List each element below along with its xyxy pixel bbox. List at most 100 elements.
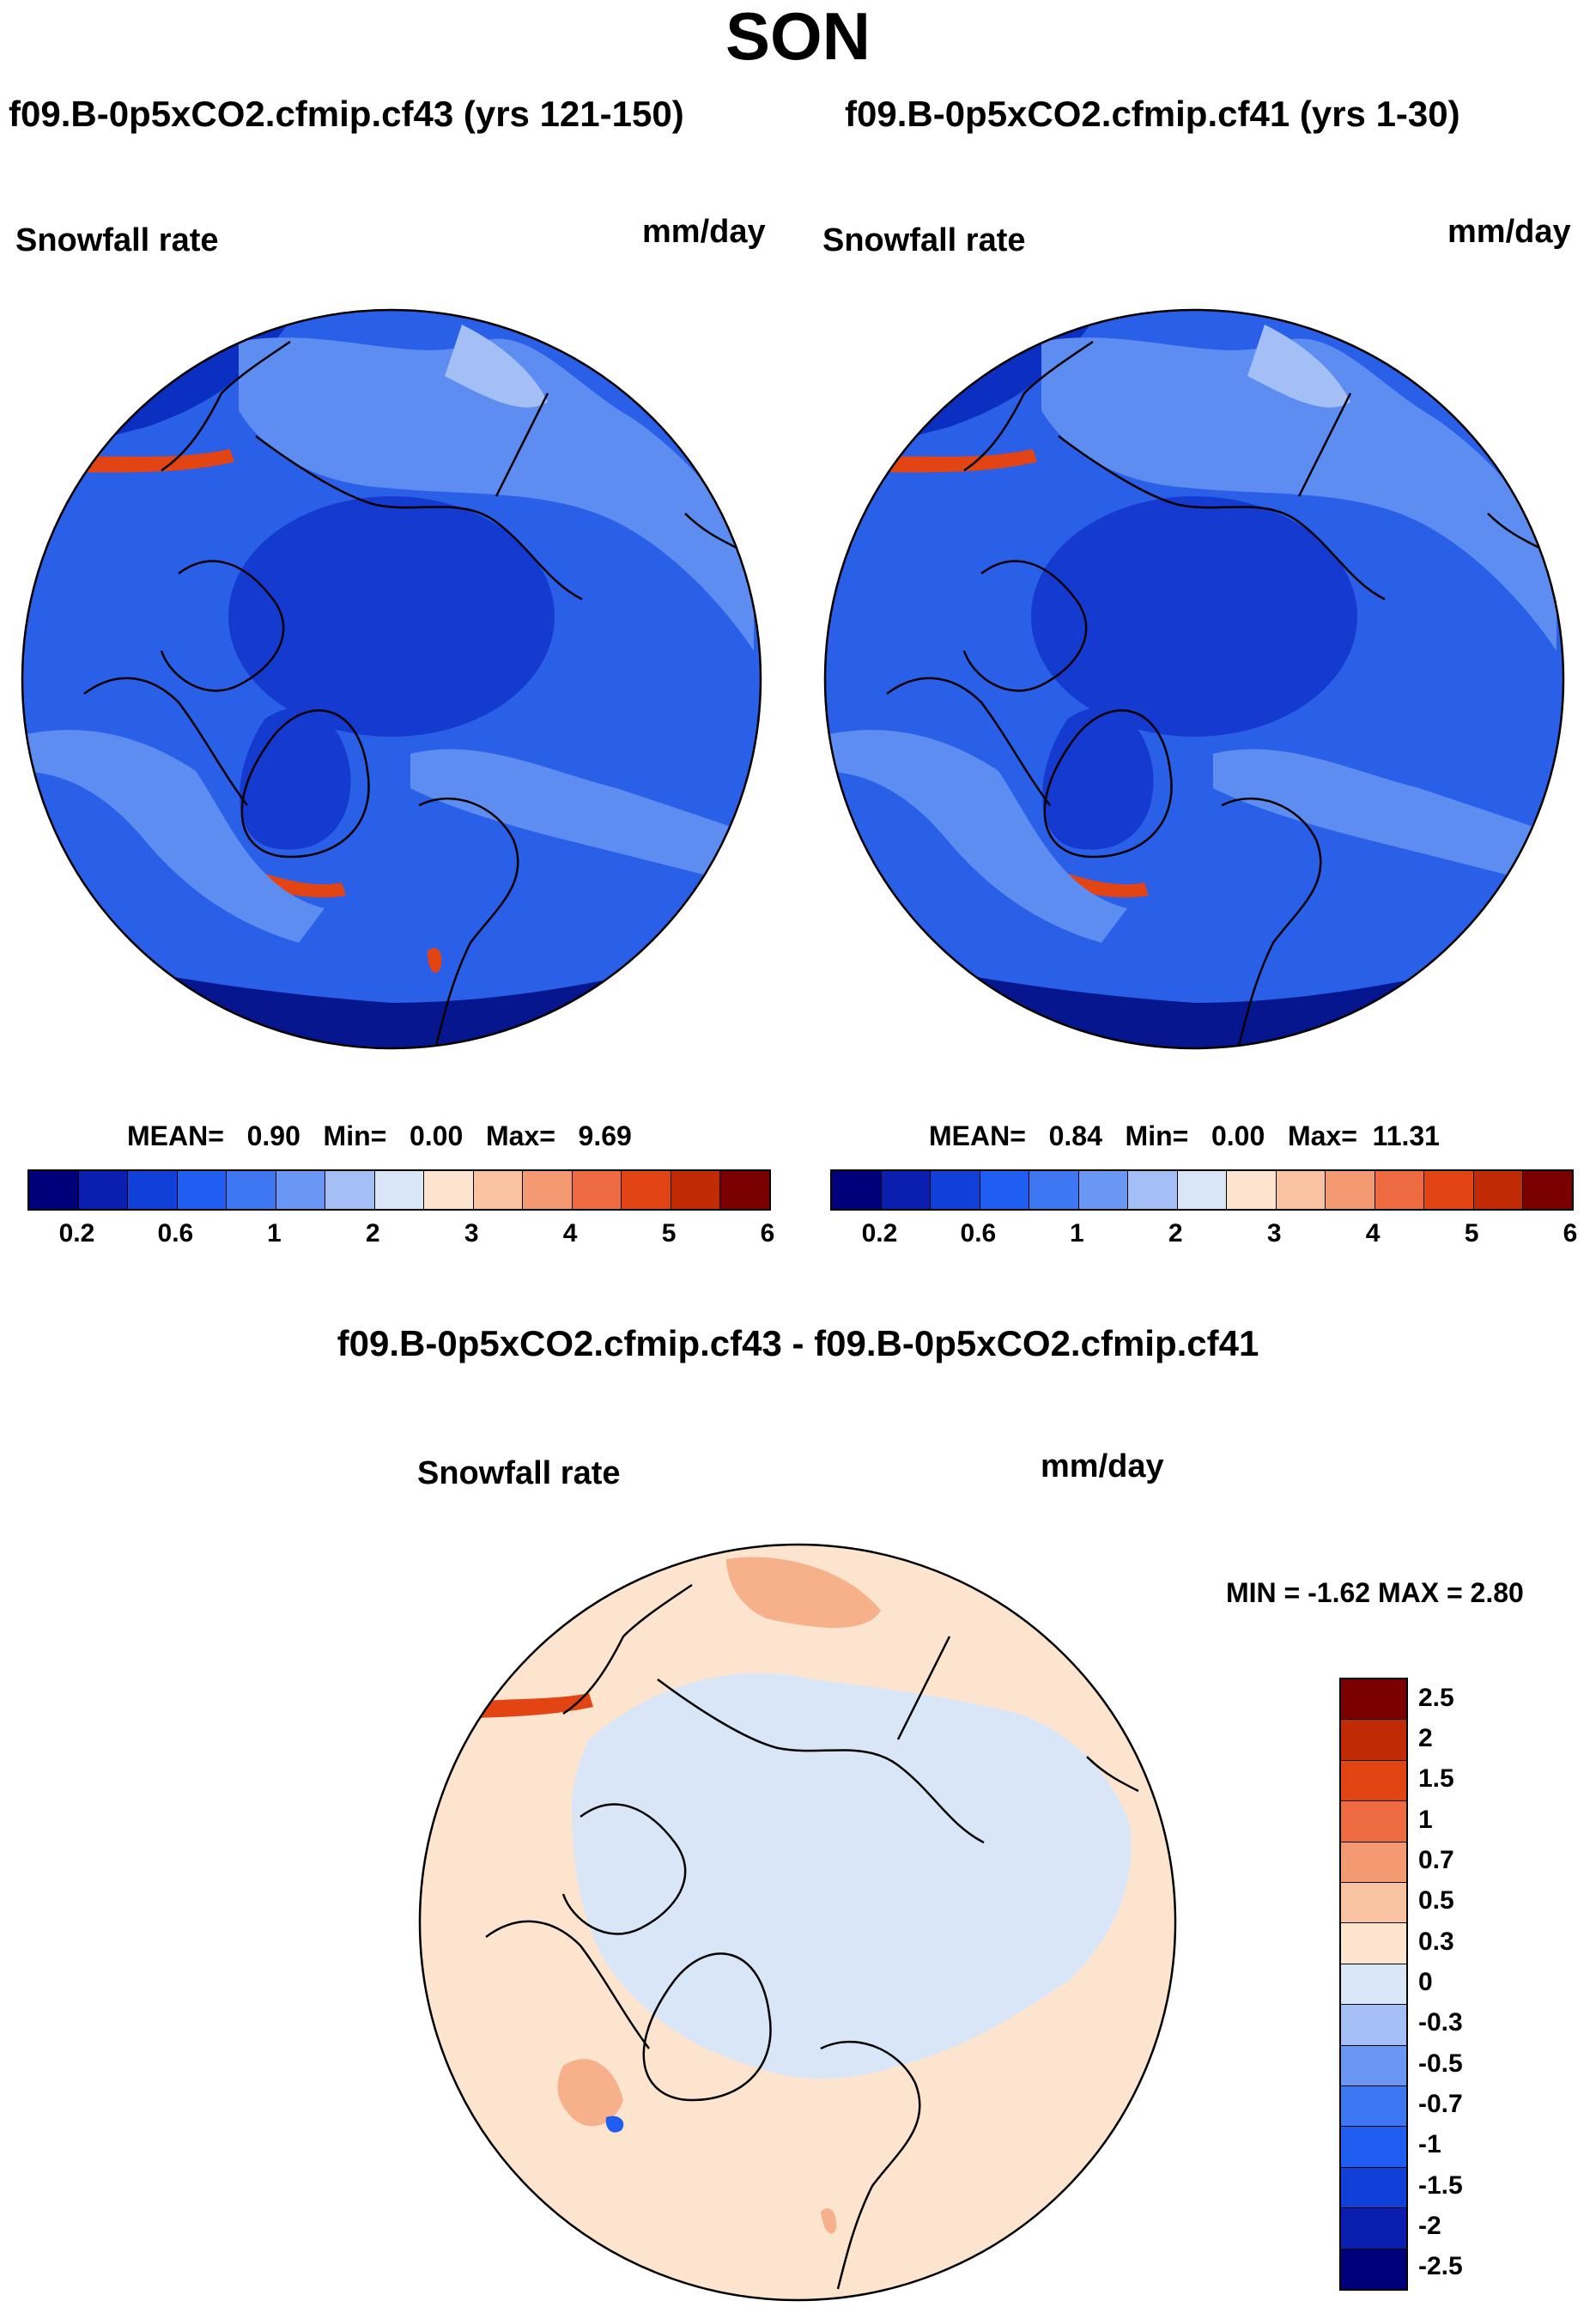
colorbar-tick-label: 0.5: [1418, 1886, 1454, 1915]
colorbar-swatch: [1341, 2045, 1406, 2087]
panel-right-polar-map: [823, 308, 1565, 1050]
max-value: 11.31: [1372, 1120, 1440, 1151]
colorbar-swatch: [78, 1171, 129, 1209]
map-pale-patch: [1247, 325, 1350, 408]
colorbar-tick-label: 2: [365, 1219, 380, 1248]
colorbar-tick-label: 4: [562, 1219, 578, 1248]
colorbar-tick-label: -1: [1418, 2130, 1441, 2159]
colorbar-tick-label: 2: [1418, 1724, 1433, 1752]
colorbar-swatch: [1473, 1171, 1524, 1209]
colorbar-tick-label: 6: [1563, 1219, 1578, 1248]
colorbar-swatch: [1341, 2127, 1406, 2168]
map-coastlines: [83, 340, 737, 1047]
colorbar-swatch: [1227, 1171, 1277, 1209]
colorbar-swatch: [1341, 1720, 1406, 1761]
colorbar-swatch: [1341, 2208, 1406, 2249]
colorbar-tick-label: 0.6: [157, 1219, 194, 1248]
colorbar-swatch: [1029, 1171, 1079, 1209]
colorbar-swatch: [1375, 1171, 1425, 1209]
max-value: 9.69: [578, 1120, 632, 1151]
colorbar-swatch: [720, 1171, 769, 1209]
colorbar-tick-label: 0.2: [58, 1219, 95, 1248]
diff-title: f09.B-0p5xCO2.cfmip.cf43 - f09.B-0p5xCO2…: [337, 1323, 1259, 1363]
colorbar-swatch: [671, 1171, 721, 1209]
diff-minmax: MIN = -1.62 MAX = 2.80: [1226, 1577, 1524, 1608]
colorbar-swatch: [1424, 1171, 1474, 1209]
panel-left-polar-map: [21, 308, 762, 1050]
min-label: Min=: [323, 1120, 387, 1151]
max-label: Max=: [485, 1120, 555, 1151]
diff-variable-label: Snowfall rate: [417, 1455, 621, 1491]
min-label: Min=: [1125, 1120, 1189, 1151]
colorbar-swatch: [276, 1171, 326, 1209]
colorbar-swatch: [523, 1171, 573, 1209]
panel-left-colorbar: [27, 1169, 771, 1211]
panel-right-variable-label: Snowfall rate: [822, 222, 1026, 258]
colorbar-tick-label: 2: [1168, 1219, 1183, 1248]
mean-label: MEAN=: [127, 1120, 224, 1151]
colorbar-swatch: [128, 1171, 178, 1209]
panel-left-units-label: mm/day: [642, 214, 766, 250]
colorbar-swatch: [177, 1171, 228, 1209]
colorbar-swatch: [1326, 1171, 1375, 1209]
colorbar-tick-label: 2.5: [1418, 1683, 1454, 1712]
colorbar-swatch: [1341, 1842, 1406, 1884]
map-red-snow-band: [63, 449, 234, 473]
mean-value: 0.84: [1048, 1120, 1102, 1151]
colorbar-swatch: [1341, 1679, 1406, 1721]
colorbar-swatch: [473, 1171, 524, 1209]
max-label: Max=: [1287, 1120, 1357, 1151]
colorbar-tick-label: 4: [1365, 1219, 1381, 1248]
mean-label: MEAN=: [929, 1120, 1026, 1151]
diff-units-label: mm/day: [1041, 1448, 1164, 1484]
map-polar-cap: [228, 496, 555, 737]
colorbar-swatch: [1276, 1171, 1326, 1209]
map-light-band-3: [410, 749, 761, 891]
panel-right-units-label: mm/day: [1447, 214, 1571, 250]
map-scandinavia-red: [428, 948, 442, 973]
colorbar-swatch: [1341, 1801, 1406, 1843]
panel-right-colorbar: [830, 1169, 1574, 1211]
colorbar-swatch: [1341, 1964, 1406, 2006]
colorbar-swatch: [325, 1171, 375, 1209]
map-red-snow-band: [865, 449, 1037, 473]
colorbar-swatch: [980, 1171, 1030, 1209]
colorbar-tick-label: 5: [661, 1219, 677, 1248]
map-pale-patch: [445, 325, 548, 408]
colorbar-swatch: [1341, 2086, 1406, 2128]
map-light-band-2: [22, 730, 325, 943]
colorbar-tick-label: 3: [464, 1219, 479, 1248]
colorbar-tick-label: 6: [760, 1219, 775, 1248]
colorbar-tick-label: 1.5: [1418, 1764, 1454, 1794]
colorbar-swatch: [572, 1171, 622, 1209]
colorbar-swatch: [1341, 1883, 1406, 1924]
colorbar-tick-label: 0.6: [960, 1219, 997, 1248]
map-coastlines: [886, 340, 1540, 1047]
colorbar-swatch: [1341, 2167, 1406, 2209]
diff-blue-patch: [605, 2116, 624, 2133]
colorbar-tick-label: 1: [1418, 1805, 1433, 1834]
panel-left-stats: MEAN= 0.90 Min= 0.00 Max= 9.69: [127, 1120, 632, 1152]
colorbar-swatch: [1177, 1171, 1228, 1209]
colorbar-tick-label: 0.3: [1418, 1927, 1454, 1956]
colorbar-tick-label: 0.2: [861, 1219, 898, 1248]
colorbar-tick-label: 0: [1418, 1968, 1433, 1996]
colorbar-tick-label: 0.7: [1418, 1846, 1454, 1874]
colorbar-swatch: [622, 1171, 671, 1209]
panel-left-variable-label: Snowfall rate: [15, 222, 219, 258]
colorbar-swatch: [931, 1171, 980, 1209]
min-value: 0.00: [1211, 1120, 1265, 1151]
diff-polar-map: [418, 1543, 1177, 2302]
colorbar-tick-label: -0.3: [1418, 2008, 1463, 2037]
colorbar-tick-label: 1: [266, 1219, 282, 1248]
colorbar-swatch: [374, 1171, 425, 1209]
colorbar-swatch: [227, 1171, 276, 1209]
colorbar-tick-label: 1: [1069, 1219, 1084, 1248]
mean-value: 0.90: [246, 1120, 300, 1151]
colorbar-swatch: [424, 1171, 474, 1209]
colorbar-tick-label: -1.5: [1418, 2170, 1463, 2200]
colorbar-swatch: [1523, 1171, 1572, 1209]
colorbar-swatch: [1341, 2005, 1406, 2046]
diff-orange-patch-2: [557, 2059, 623, 2127]
colorbar-swatch: [1128, 1171, 1178, 1209]
